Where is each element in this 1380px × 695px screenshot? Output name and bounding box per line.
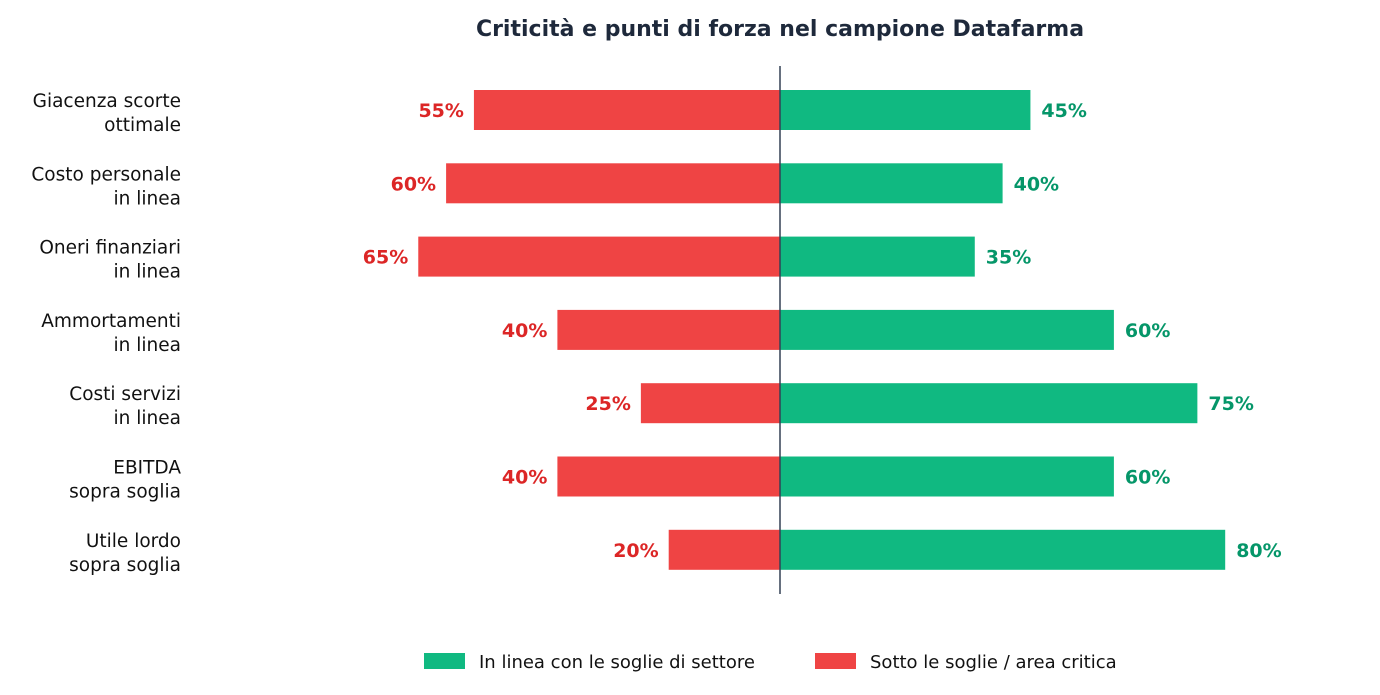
value-label-critical: 55% <box>418 100 463 122</box>
category-label: Giacenza scorte ottimale <box>33 91 181 136</box>
bar-critical <box>557 309 780 350</box>
value-label-in-line: 45% <box>1041 100 1086 122</box>
value-label-critical: 60% <box>391 173 436 195</box>
bar-in-line <box>780 309 1114 350</box>
value-label-critical: 20% <box>613 540 658 562</box>
value-labels-group: 55% 45% 60% 40% 65% 35% 40% 60% 25% 75% 40% 60% 20% 8… <box>363 100 1282 562</box>
bar-critical <box>557 456 780 497</box>
category-label: Costo personale in linea <box>31 164 181 209</box>
bar-in-line <box>780 456 1114 497</box>
value-label-in-line: 35% <box>986 247 1031 269</box>
legend: In linea con le soglie di settore Sotto l… <box>424 652 1117 673</box>
value-label-in-line: 60% <box>1125 467 1170 489</box>
bar-critical <box>446 163 780 204</box>
bar-in-line <box>780 236 975 277</box>
category-label: EBITDA sopra soglia <box>69 458 181 503</box>
bar-in-line <box>780 383 1198 424</box>
category-labels-group: Giacenza scorte ottimale Costo personale in… <box>31 91 181 576</box>
chart-title: Criticità e punti di forza nel campione … <box>476 17 1084 42</box>
category-label: Ammortamenti in linea <box>41 311 181 356</box>
bar-in-line <box>780 529 1226 570</box>
value-label-in-line: 40% <box>1014 173 1059 195</box>
legend-label: In linea con le soglie di settore <box>479 652 755 673</box>
bar-in-line <box>780 90 1031 130</box>
bar-in-line <box>780 163 1003 204</box>
category-label: Utile lordo sopra soglia <box>69 531 181 576</box>
bar-critical <box>473 90 780 130</box>
value-label-critical: 40% <box>502 320 547 342</box>
bar-critical <box>640 383 780 424</box>
bar-critical <box>418 236 780 277</box>
legend-swatch <box>815 653 856 669</box>
value-label-critical: 40% <box>502 467 547 489</box>
bar-critical <box>668 529 780 570</box>
category-label: Oneri finanziari in linea <box>39 238 181 283</box>
bars-group <box>418 90 1226 570</box>
value-label-in-line: 80% <box>1236 540 1281 562</box>
legend-label: Sotto le soglie / area critica <box>870 652 1117 673</box>
value-label-critical: 65% <box>363 247 408 269</box>
legend-swatch <box>424 653 465 669</box>
value-label-in-line: 60% <box>1125 320 1170 342</box>
value-label-critical: 25% <box>585 393 630 415</box>
category-label: Costi servizi in linea <box>69 384 181 429</box>
value-label-in-line: 75% <box>1208 393 1253 415</box>
